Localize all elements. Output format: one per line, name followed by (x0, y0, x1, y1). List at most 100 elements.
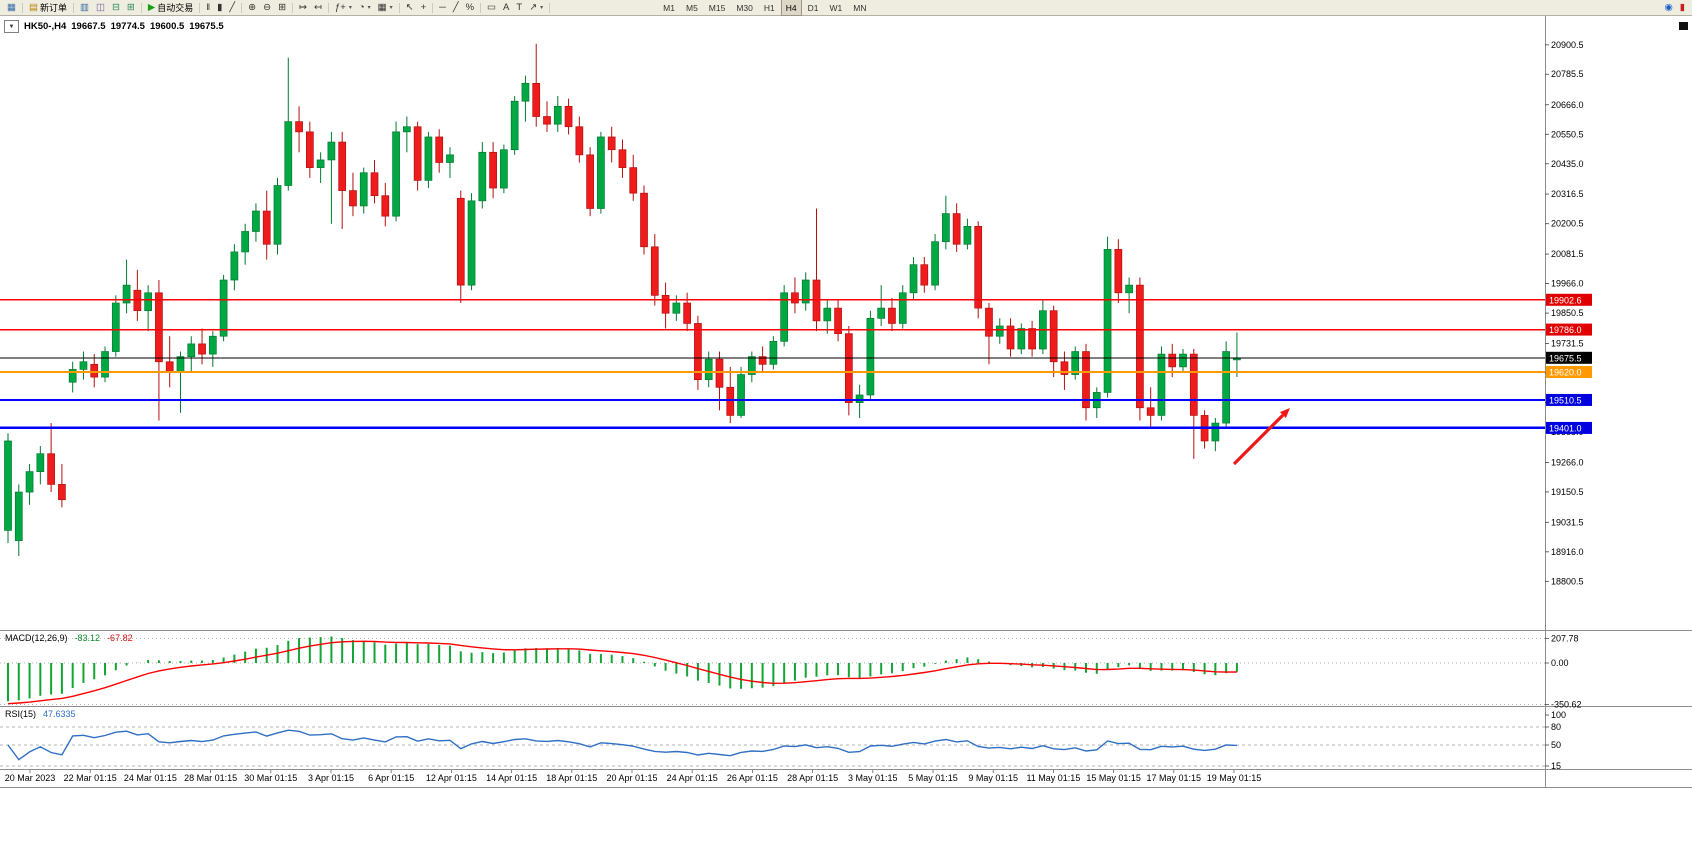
line-chart-button[interactable]: ╱ (226, 0, 238, 15)
tile-windows-button[interactable]: ⊞ (275, 0, 289, 15)
svg-text:28 Mar 01:15: 28 Mar 01:15 (184, 773, 237, 783)
new-chart-icon: ▦ (7, 2, 16, 13)
auto-scroll-button[interactable]: ↦ (296, 0, 310, 15)
svg-text:100: 100 (1551, 710, 1566, 720)
toolbar-separator (72, 2, 74, 13)
svg-text:18 Apr 01:15: 18 Apr 01:15 (546, 773, 597, 783)
search-icon: ◉ (1664, 2, 1673, 13)
svg-text:24 Mar 01:15: 24 Mar 01:15 (124, 773, 177, 783)
autotrading-group: ▶ 自动交易 (143, 0, 198, 15)
alerts-button[interactable]: ▮ (1677, 0, 1688, 15)
horizontal-line-button[interactable]: ─ (436, 0, 449, 15)
cursor-icon: ↖ (405, 2, 414, 13)
svg-text:19620.0: 19620.0 (1549, 367, 1582, 377)
data-window-button[interactable]: ◫ (93, 0, 108, 15)
svg-text:20785.5: 20785.5 (1551, 69, 1584, 79)
timeframe-d1-button[interactable]: D1 (807, 2, 819, 13)
timeframe-h4-button[interactable]: H4 (780, 0, 802, 16)
svg-text:18916.0: 18916.0 (1551, 547, 1584, 557)
fibonacci-button[interactable]: % (463, 0, 477, 15)
dropdown-arrow-icon: ▾ (389, 5, 393, 11)
periods-button[interactable]: ◔ ▾ (356, 0, 374, 15)
svg-text:19266.0: 19266.0 (1551, 457, 1584, 467)
chart-type-group: ‖ ▮ ╱ (201, 0, 240, 15)
cursor-button[interactable]: ↖ (403, 0, 417, 15)
chart-shift-icon: ↤ (314, 2, 322, 13)
timeframe-mn-button[interactable]: MN (853, 2, 867, 13)
bar-chart-button[interactable]: ‖ (203, 0, 213, 15)
svg-text:3 May 01:15: 3 May 01:15 (848, 773, 898, 783)
shapes-icon: ▭ (487, 2, 497, 13)
svg-text:3 Apr 01:15: 3 Apr 01:15 (308, 773, 354, 783)
shapes-button[interactable]: ▭ (484, 0, 499, 15)
toolbar-separator (327, 2, 329, 13)
crosshair-icon: + (420, 2, 427, 13)
right-toolbar-group: ◉ ▮ (1659, 0, 1692, 15)
chart-shift-button[interactable]: ↤ (311, 0, 325, 15)
navigator-icon: ⊟ (111, 2, 120, 13)
timeframe-m1-button[interactable]: M1 (663, 2, 675, 13)
timeframe-group: M1 M5 M15 M30 H1 H4 D1 W1 MN (656, 0, 873, 16)
macd-indicator-label: MACD(12,26,9) -83.12 -67.82 (5, 633, 133, 643)
indicators-icon: ƒ+ (334, 2, 346, 13)
price-badge (1546, 421, 1592, 434)
svg-text:80: 80 (1551, 722, 1561, 732)
trend-arrow[interactable] (1232, 408, 1290, 466)
timeframe-m30-button[interactable]: M30 (736, 2, 753, 13)
svg-text:19850.5: 19850.5 (1551, 308, 1584, 318)
pointer-group: ↖ + (401, 0, 432, 15)
toolbar-separator (21, 2, 23, 13)
time-axis[interactable]: 20 Mar 2023 22 Mar 01:15 24 Mar 01:15 28 Ma… (5, 770, 1262, 783)
zoom-in-button[interactable]: ⊕ (245, 0, 259, 15)
candlestick-button[interactable]: ▮ (214, 0, 225, 15)
auto-trading-button[interactable]: ▶ 自动交易 (145, 0, 196, 15)
dropdown-arrow-icon: ▾ (367, 5, 371, 11)
svg-text:20081.5: 20081.5 (1551, 249, 1584, 259)
timeframe-m5-button[interactable]: M5 (685, 2, 698, 13)
search-button[interactable]: ◉ (1661, 0, 1675, 15)
svg-text:19786.0: 19786.0 (1549, 325, 1582, 335)
indicators-button[interactable]: ƒ+ ▾ (332, 0, 355, 15)
trendline-button[interactable]: ╱ (450, 0, 462, 15)
zoom-out-button[interactable]: ⊖ (260, 0, 274, 15)
market-watch-button[interactable]: ▥ (77, 0, 92, 15)
terminal-button[interactable]: ⊞ (124, 0, 138, 15)
svg-text:30 Mar 01:15: 30 Mar 01:15 (244, 773, 297, 783)
macd-name: MACD(12,26,9) (5, 633, 68, 643)
svg-text:15 May 01:15: 15 May 01:15 (1086, 773, 1141, 783)
chart-title: ▼ HK50-,H4 19667.5 19774.5 19600.5 19675… (4, 20, 224, 33)
price-badge (1546, 351, 1592, 364)
timeframe-m15-button[interactable]: M15 (708, 2, 726, 13)
price-badge (1546, 393, 1592, 406)
lines-group: ─ ╱% (434, 0, 479, 15)
panel-separators (0, 15, 1692, 788)
svg-text:20200.5: 20200.5 (1551, 219, 1584, 229)
collapse-chart-icon[interactable]: ▼ (4, 20, 19, 33)
auto-trading-button-label: 自动交易 (157, 3, 194, 13)
svg-text:19401.0: 19401.0 (1549, 423, 1582, 433)
svg-text:26 Apr 01:15: 26 Apr 01:15 (727, 773, 778, 783)
toolbar-separator (480, 2, 482, 13)
new-chart-button[interactable]: ▦ (4, 0, 19, 15)
insert-group: ƒ+ ▾ ◔ ▾ ▦ ▾ (330, 0, 398, 15)
arrows-button[interactable]: ↗ ▾ (526, 0, 546, 15)
text-label-button[interactable]: T (513, 0, 525, 15)
text-button[interactable]: A (500, 0, 512, 15)
svg-text:15: 15 (1551, 761, 1561, 771)
timeframe-w1-button[interactable]: W1 (829, 2, 843, 13)
svg-text:19731.5: 19731.5 (1551, 338, 1584, 348)
new-order-button[interactable]: ▤ 新订单 (26, 0, 70, 15)
new-order-button-label: 新订单 (39, 3, 67, 13)
timeframe-h1-button[interactable]: H1 (763, 2, 775, 13)
zoom-group: ⊕ ⊖ ⊞ (243, 0, 291, 15)
toolbar-separator (432, 2, 434, 13)
price-axis[interactable]: 20900.5 20785.5 20666.0 20550.5 20435.0 20316… (1545, 40, 1584, 586)
crosshair-button[interactable]: + (418, 0, 430, 15)
scroll-marker[interactable] (1679, 22, 1688, 30)
tile-windows-icon: ⊞ (278, 2, 287, 13)
svg-text:20666.0: 20666.0 (1551, 100, 1584, 110)
navigator-button[interactable]: ⊟ (109, 0, 123, 15)
dropdown-arrow-icon: ▾ (348, 5, 352, 11)
templates-button[interactable]: ▦ ▾ (375, 0, 396, 15)
